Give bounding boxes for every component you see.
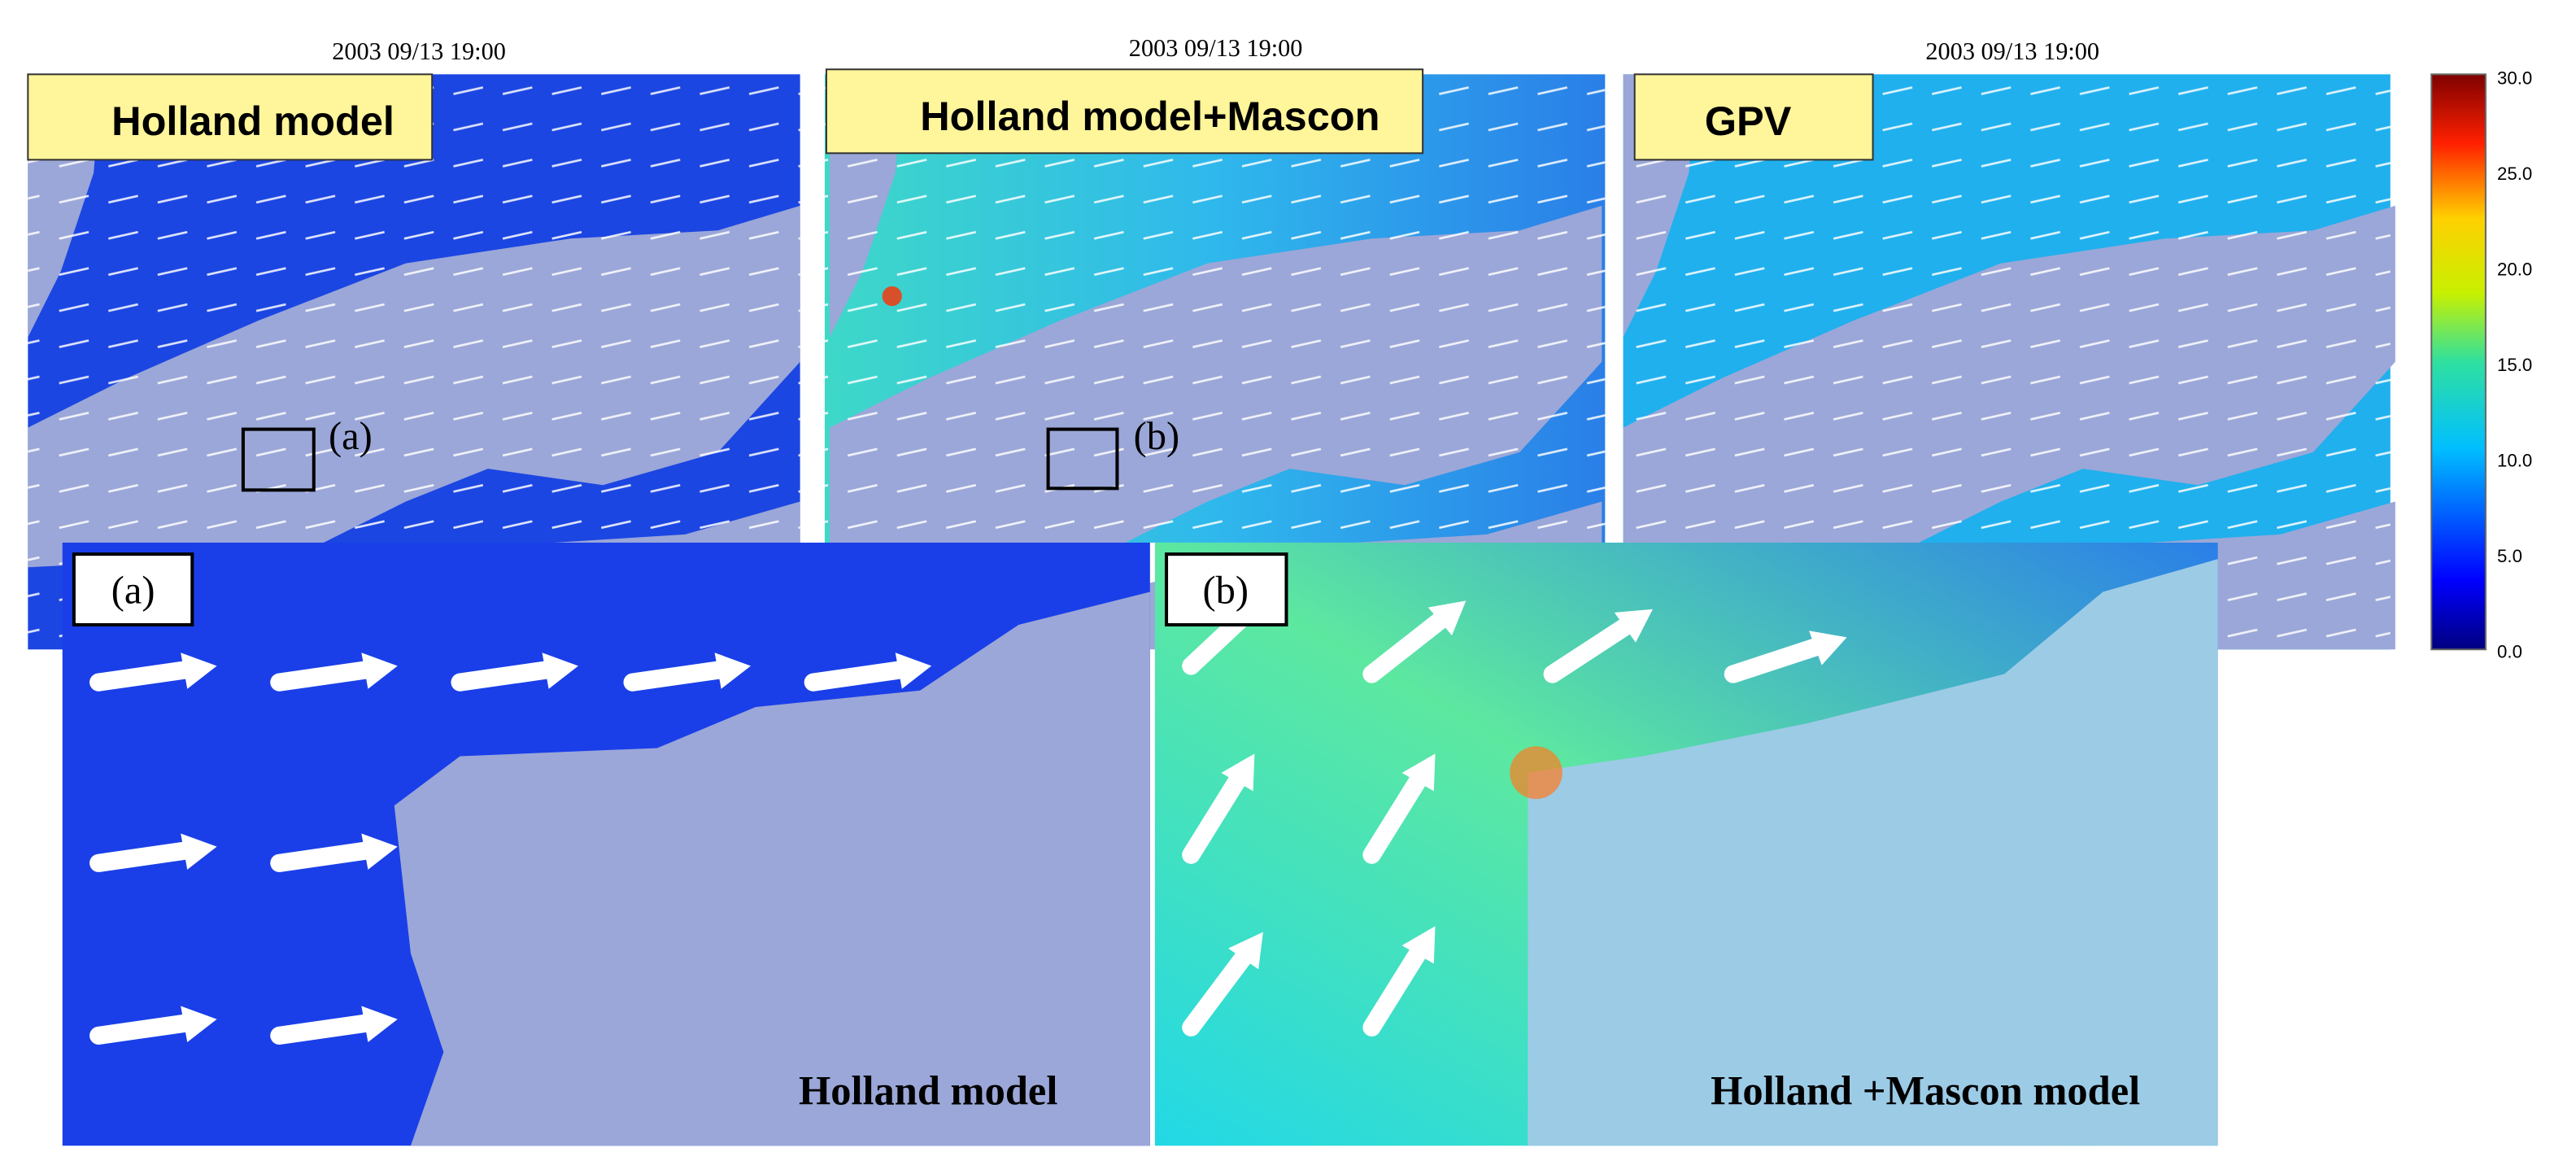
colorbar-tick-label: 20.0 (2497, 259, 2532, 279)
inset-b (1154, 542, 2218, 1146)
marker: (b) (1134, 415, 1180, 458)
colorbar-tick-label: 10.0 (2497, 450, 2532, 470)
marker: (a) (329, 415, 373, 458)
inset-label: (b) (1202, 570, 1249, 613)
colorbar-tick-label: 5.0 (2497, 546, 2522, 566)
timestamp: 2003 09/13 19:00 (332, 37, 506, 65)
zoom-box (241, 427, 316, 492)
panel-label: Holland model (111, 98, 394, 144)
label-box (1633, 73, 1874, 161)
colorbar (2430, 73, 2487, 651)
label-box (27, 73, 434, 161)
inset-a (62, 542, 1150, 1146)
inset-caption: Holland model (799, 1068, 1057, 1114)
inset-label: (a) (111, 570, 155, 613)
label-box (825, 68, 1424, 155)
zoom-box (1046, 427, 1119, 491)
colorbar-tick-label: 0.0 (2497, 641, 2522, 661)
inset-caption: Holland +Mascon model (1711, 1068, 2140, 1114)
panel-label: GPV (1705, 98, 1792, 144)
colorbar-tick-label: 15.0 (2497, 355, 2532, 375)
colorbar-tick-label: 25.0 (2497, 164, 2532, 184)
colorbar-ticks: 30.0 25.0 20.0 15.0 10.0 5.0 0.0 (2497, 68, 2532, 661)
timestamp: 2003 09/13 19:00 (1129, 34, 1303, 62)
timestamp: 2003 09/13 19:00 (1925, 37, 2099, 65)
panel-label: Holland model+Mascon (920, 93, 1380, 139)
colorbar-tick-label: 30.0 (2497, 68, 2532, 88)
